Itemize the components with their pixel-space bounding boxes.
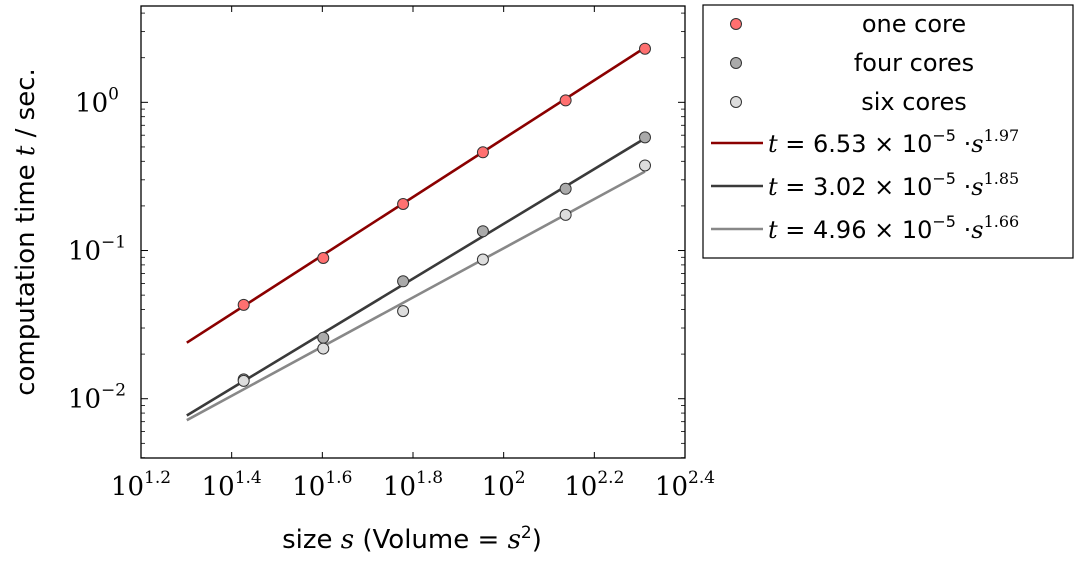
data-points [237,42,651,387]
legend-label-six-cores: six cores [861,88,967,116]
data-point-six-cores [397,305,410,318]
legend-label-one-core: one core [862,10,966,38]
legend-marker-four-cores [730,57,742,69]
data-point-four-cores [317,331,330,344]
legend-label-fit-one-core: t = 6.53 × 10−5 ·s1.97 [768,126,1019,158]
data-point-one-core [476,146,489,159]
data-point-one-core [317,252,330,265]
data-point-four-cores [638,131,651,144]
y-tick-label: 10−2 [68,381,126,415]
x-tick-label: 102 [482,468,526,502]
data-point-four-cores [559,182,572,195]
data-point-six-cores [476,253,489,266]
data-point-six-cores [638,159,651,172]
x-tick-label: 101.8 [383,468,443,502]
x-tick-label: 101.2 [111,468,171,502]
axis-ticks: 101.2 101.4 101.6 101.8 102 102.2 102.4 100 10−1… [68,6,715,502]
legend-box [702,4,1074,259]
legend-label-fit-four-cores: t = 3.02 × 10−5 ·s1.85 [768,169,1019,201]
data-point-one-core [237,298,250,311]
data-point-six-cores [237,374,250,387]
y-tick-label: 100 [75,84,119,118]
data-point-four-cores [397,275,410,288]
y-tick-label: 10−1 [68,233,126,267]
data-point-four-cores [476,225,489,238]
data-point-one-core [559,94,572,107]
legend: one core four cores six cores t = 6.53 ×… [702,4,1074,259]
x-tick-label: 102.2 [564,468,624,502]
legend-label-fit-six-cores: t = 4.96 × 10−5 ·s1.66 [768,212,1019,244]
data-point-six-cores [317,342,330,355]
x-axis-label: size s (Volume = s2) [282,523,542,555]
x-tick-label: 101.4 [202,468,262,502]
data-point-six-cores [559,208,572,221]
data-point-one-core [397,198,410,211]
y-axis-label: computation time t / sec. [11,68,41,396]
legend-label-four-cores: four cores [854,49,974,77]
x-tick-label: 101.6 [292,468,352,502]
x-tick-label: 102.4 [655,468,715,502]
legend-marker-six-cores [730,96,742,108]
legend-marker-one-core [730,18,742,30]
data-point-one-core [638,42,651,55]
